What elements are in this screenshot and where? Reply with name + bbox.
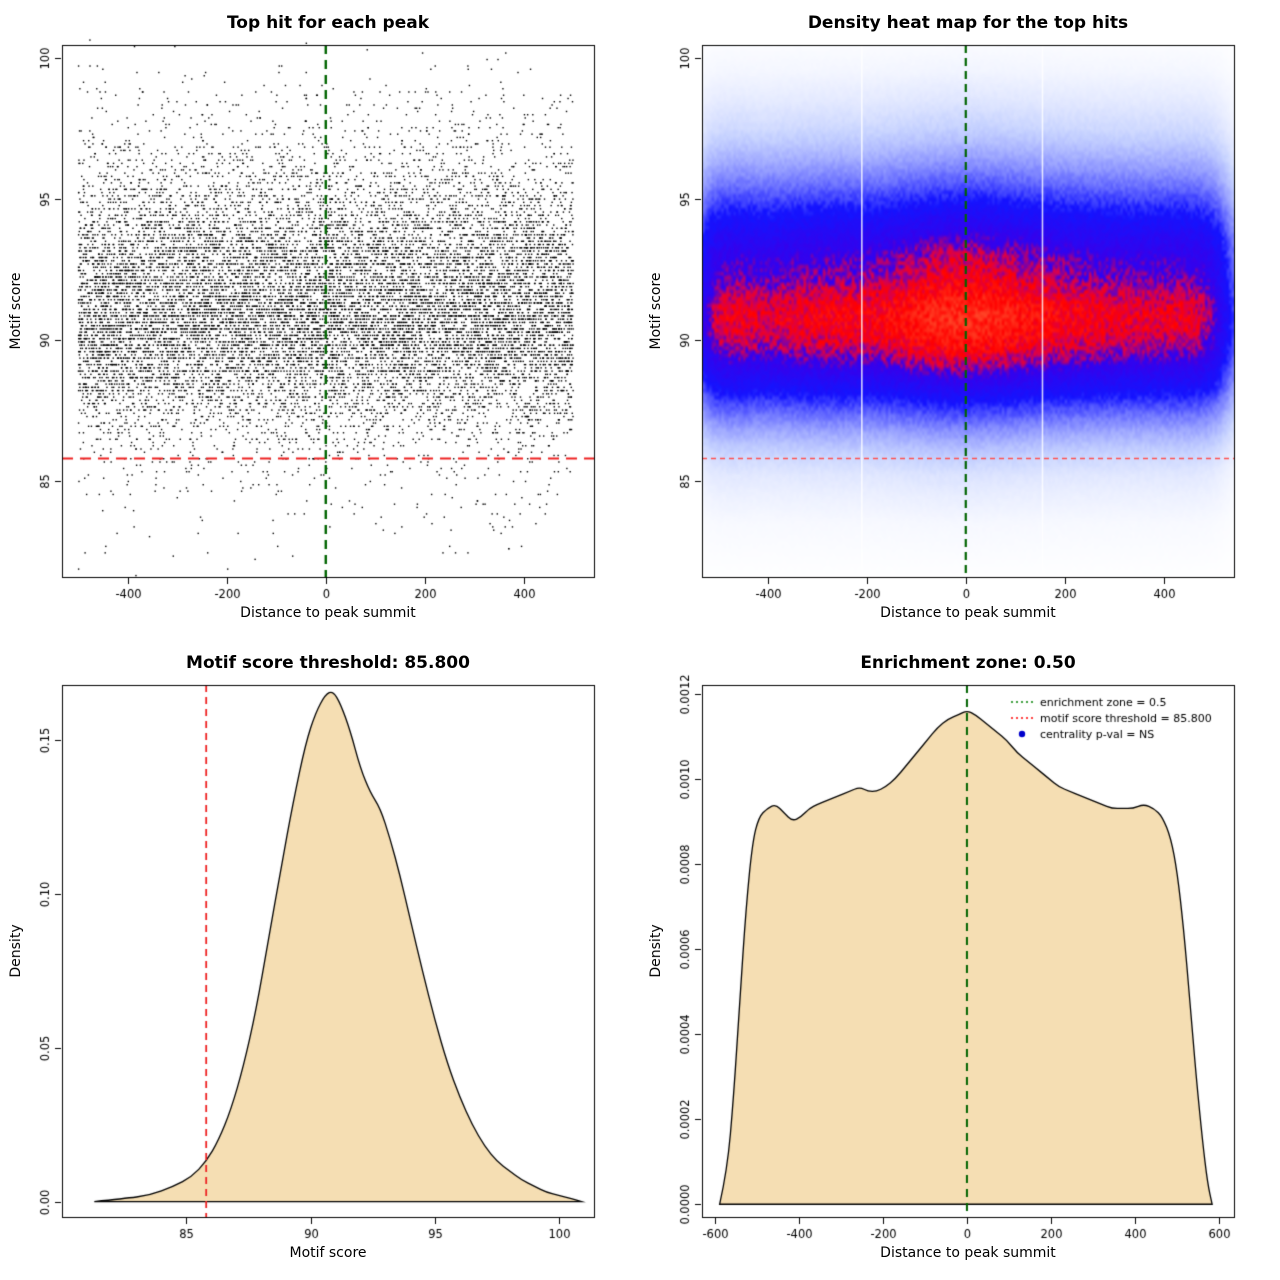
scatter-plot-canvas [0, 0, 640, 640]
chart-title: Enrichment zone: 0.50 [860, 653, 1076, 673]
y-axis-label: Density [648, 924, 664, 978]
x-axis-label: Distance to peak summit [240, 605, 416, 621]
panel-top-hit-scatter: Top hit for each peak Motif score Distan… [0, 0, 640, 640]
chart-title: Motif score threshold: 85.800 [186, 653, 470, 673]
y-axis-label: Motif score [648, 272, 664, 350]
y-axis-label: Motif score [8, 272, 24, 350]
x-axis-label: Distance to peak summit [880, 605, 1056, 621]
distance-density-canvas [640, 640, 1280, 1280]
x-axis-label: Distance to peak summit [880, 1245, 1056, 1261]
panel-density-heatmap: Density heat map for the top hits Motif … [640, 0, 1280, 640]
chart-title: Top hit for each peak [226, 13, 430, 33]
panel-motif-score-density: Motif score threshold: 85.800 Density Mo… [0, 640, 640, 1280]
score-density-canvas [0, 640, 640, 1280]
x-axis-label: Motif score [289, 1245, 367, 1261]
chart-title: Density heat map for the top hits [807, 13, 1129, 33]
heatmap-canvas [640, 0, 1280, 640]
y-axis-label: Density [8, 924, 24, 978]
panel-enrichment-zone-density: Enrichment zone: 0.50 Density Distance t… [640, 640, 1280, 1280]
